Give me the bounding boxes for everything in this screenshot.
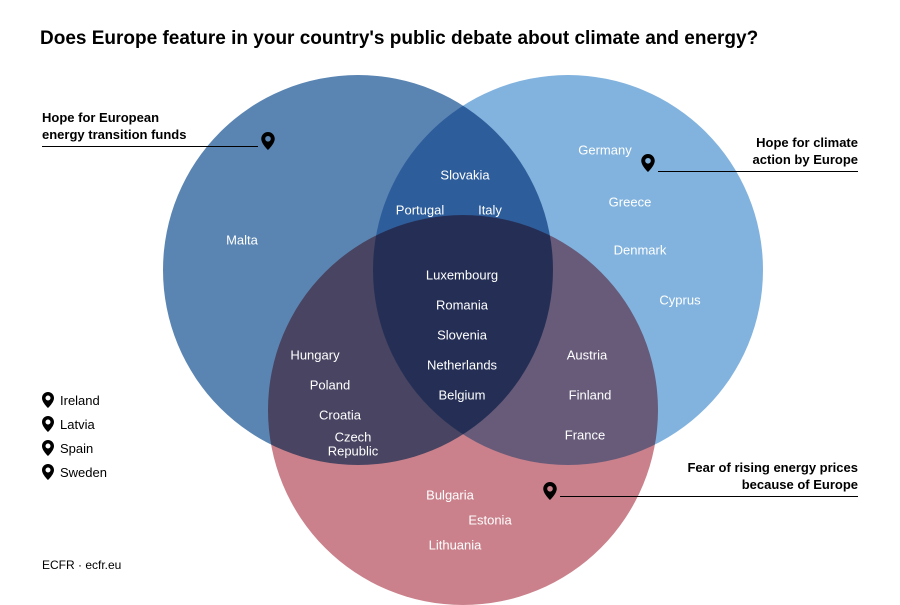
country-label: Bulgaria (426, 488, 474, 503)
pin-icon (261, 132, 275, 150)
country-label: Estonia (468, 513, 511, 528)
country-label: Netherlands (427, 358, 497, 373)
outside-country: Latvia (42, 416, 107, 432)
country-label: Belgium (439, 388, 486, 403)
country-label: Cyprus (659, 293, 700, 308)
country-label: Germany (578, 143, 631, 158)
leader-line-fear (560, 496, 858, 497)
country-label: Portugal (396, 203, 444, 218)
country-label: Greece (609, 195, 652, 210)
country-label: Croatia (319, 408, 361, 423)
country-label: Slovenia (437, 328, 487, 343)
country-label: Luxembourg (426, 268, 498, 283)
outside-country: Ireland (42, 392, 107, 408)
country-label: Finland (569, 388, 612, 403)
country-label: Slovakia (440, 168, 489, 183)
country-label: Romania (436, 298, 488, 313)
country-label: Denmark (614, 243, 667, 258)
country-label: Italy (478, 203, 502, 218)
label-climate-action: Hope for climateaction by Europe (753, 135, 858, 169)
country-label: Hungary (290, 348, 339, 363)
outside-country: Spain (42, 440, 107, 456)
country-label: Poland (310, 378, 350, 393)
pin-icon (641, 154, 655, 172)
country-label: Malta (226, 233, 258, 248)
country-label: Lithuania (429, 538, 482, 553)
country-label: France (565, 428, 605, 443)
leader-line-climate (658, 171, 858, 172)
country-label: Austria (567, 348, 607, 363)
label-energy-fear: Fear of rising energy pricesbecause of E… (687, 460, 858, 494)
outside-country: Sweden (42, 464, 107, 480)
pin-icon (543, 482, 557, 500)
countries-not-in-circles: Ireland Latvia Spain Sweden (42, 392, 107, 488)
label-funds: Hope for Europeanenergy transition funds (42, 110, 186, 144)
source-attribution: ECFR · ecfr.eu (42, 558, 121, 572)
leader-line-funds (42, 146, 258, 147)
venn-diagram: Malta Germany Greece Denmark Cyprus Bulgaria E… (0, 0, 900, 600)
country-label: Czech Republic (323, 431, 383, 460)
